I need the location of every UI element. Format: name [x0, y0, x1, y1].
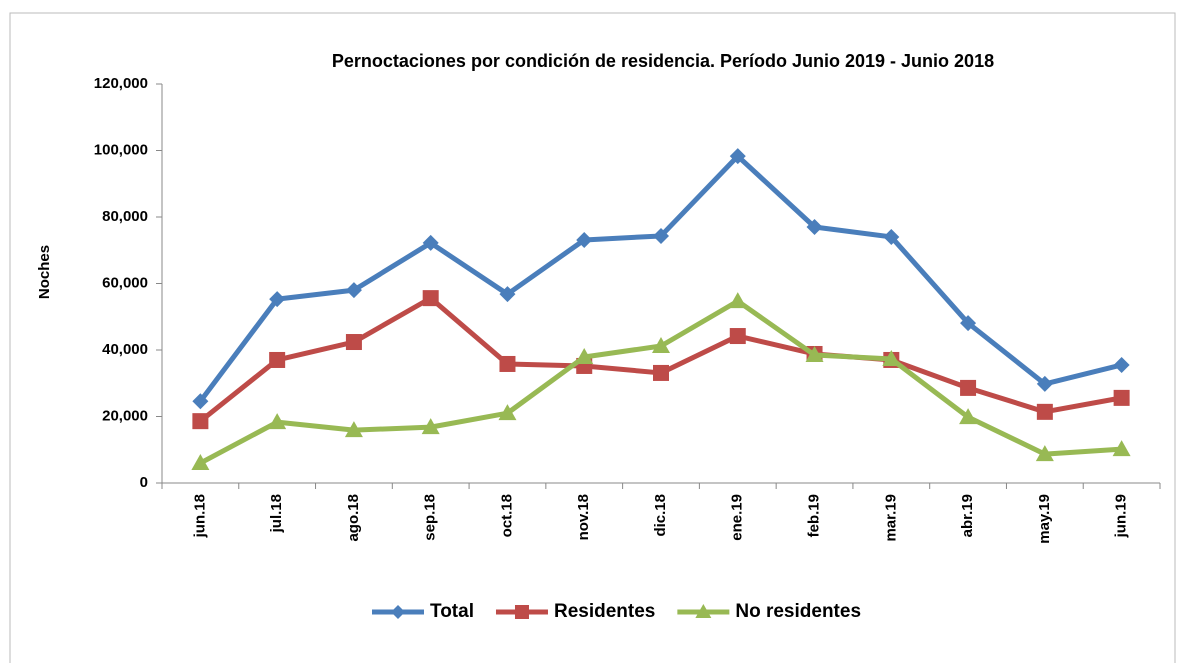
y-tick-label: 0	[140, 474, 148, 491]
marker	[883, 228, 900, 245]
legend-marker	[391, 605, 405, 619]
marker	[960, 379, 977, 396]
marker	[499, 286, 516, 303]
marker	[729, 328, 746, 345]
x-tick-label: mar.19	[882, 494, 899, 542]
chart-frame	[9, 12, 1176, 663]
y-tick-label: 100,000	[94, 141, 148, 158]
y-tick-label: 120,000	[94, 75, 148, 92]
marker	[1035, 445, 1054, 462]
chart-title: Pernoctaciones por condición de residenc…	[332, 51, 994, 71]
x-tick-label: nov.18	[575, 494, 592, 540]
x-tick-label: abr.19	[959, 494, 976, 537]
legend-label: Residentes	[554, 601, 655, 622]
legend-marker	[514, 605, 529, 619]
x-tick-label: dic.18	[652, 494, 669, 537]
marker	[345, 282, 362, 299]
marker	[575, 347, 594, 364]
marker	[653, 227, 669, 244]
marker	[805, 345, 824, 362]
marker	[1036, 375, 1053, 392]
x-tick-label: feb.19	[806, 494, 823, 537]
marker	[652, 337, 670, 354]
marker	[653, 364, 669, 381]
y-tick-label: 20,000	[102, 407, 148, 424]
x-tick-label: oct.18	[498, 494, 515, 537]
x-tick-label: ago.18	[345, 494, 362, 542]
x-tick-label: ene.19	[729, 494, 746, 541]
marker	[1113, 389, 1130, 406]
marker	[1112, 440, 1131, 457]
marker	[345, 334, 362, 351]
y-tick-label: 40,000	[102, 341, 148, 358]
x-tick-label: jul.18	[268, 494, 285, 533]
marker	[1036, 403, 1053, 420]
marker	[806, 218, 823, 235]
marker	[729, 148, 746, 165]
marker	[498, 404, 517, 421]
marker	[269, 351, 286, 368]
x-tick-label: jun.19	[1113, 494, 1130, 538]
y-tick-label: 80,000	[102, 208, 148, 225]
marker	[728, 292, 747, 309]
marker	[268, 413, 287, 430]
marker	[576, 231, 593, 248]
marker	[422, 290, 439, 307]
legend-label: Total	[430, 601, 474, 622]
marker	[421, 418, 440, 435]
y-tick-label: 60,000	[102, 274, 148, 291]
marker	[959, 408, 978, 425]
marker	[960, 315, 977, 332]
legend-label: No residentes	[735, 601, 861, 622]
x-tick-label: sep.18	[422, 494, 439, 541]
marker	[192, 413, 209, 430]
x-tick-label: jun.18	[191, 494, 208, 538]
marker	[191, 454, 210, 471]
marker	[882, 349, 901, 366]
marker	[499, 355, 516, 372]
x-tick-label: may.19	[1036, 494, 1053, 544]
marker	[422, 234, 439, 251]
marker	[1113, 356, 1130, 373]
y-axis-label: Noches	[36, 245, 53, 299]
legend-marker	[695, 604, 712, 618]
marker	[344, 421, 363, 438]
marker	[192, 393, 209, 410]
marker	[269, 291, 286, 308]
